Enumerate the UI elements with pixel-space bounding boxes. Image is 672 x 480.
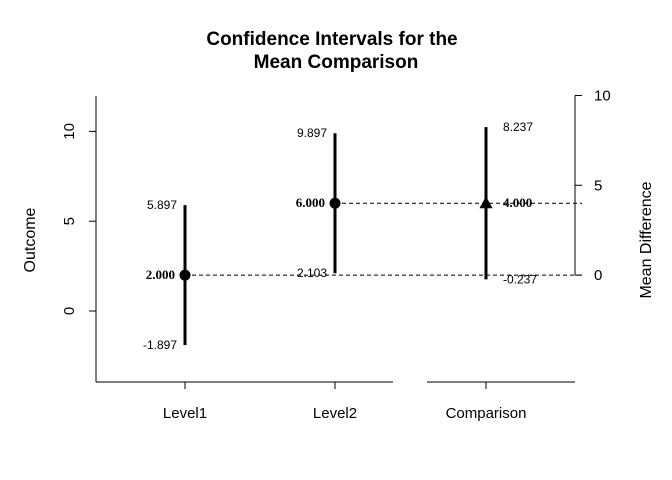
right-axis-tick-label: 5: [594, 177, 602, 194]
right-axis-tick-label: 10: [594, 87, 611, 104]
left-axis-tick-label: 5: [61, 217, 78, 225]
chart-title-line-2: Mean Comparison: [254, 52, 419, 73]
category-label: Level1: [163, 405, 207, 422]
estimate-label: 2.000: [146, 267, 175, 282]
left-axis-tick-label: 10: [61, 123, 78, 140]
right-axis-tick-label: 0: [594, 267, 602, 284]
estimate-marker-comparison: [479, 196, 493, 209]
ci-lower-label: -1.897: [143, 338, 177, 352]
category-label: Comparison: [446, 405, 527, 422]
left-axis-tick-label: 0: [61, 307, 78, 315]
estimate-label: 6.000: [296, 195, 325, 210]
plot-area: 0 5 10 0 5 10 Level1 Level2 Comparison 5.897 -1.89…: [61, 87, 611, 422]
ci-upper-label: 8.237: [503, 120, 533, 134]
ci-upper-label: 9.897: [297, 126, 327, 140]
left-axis-label: Outcome: [22, 207, 39, 272]
estimate-label: 4.000: [503, 195, 532, 210]
right-axis-label: Mean Difference: [638, 181, 655, 298]
ci-lower-label: -0.237: [503, 272, 537, 286]
estimate-marker-level2: [329, 197, 341, 209]
category-label: Level2: [313, 405, 357, 422]
ci-upper-label: 5.897: [147, 198, 177, 212]
chart-title-line-1: Confidence Intervals for the: [206, 29, 457, 50]
estimate-marker-level1: [179, 269, 191, 281]
ci-lower-label: 2.103: [297, 266, 327, 280]
